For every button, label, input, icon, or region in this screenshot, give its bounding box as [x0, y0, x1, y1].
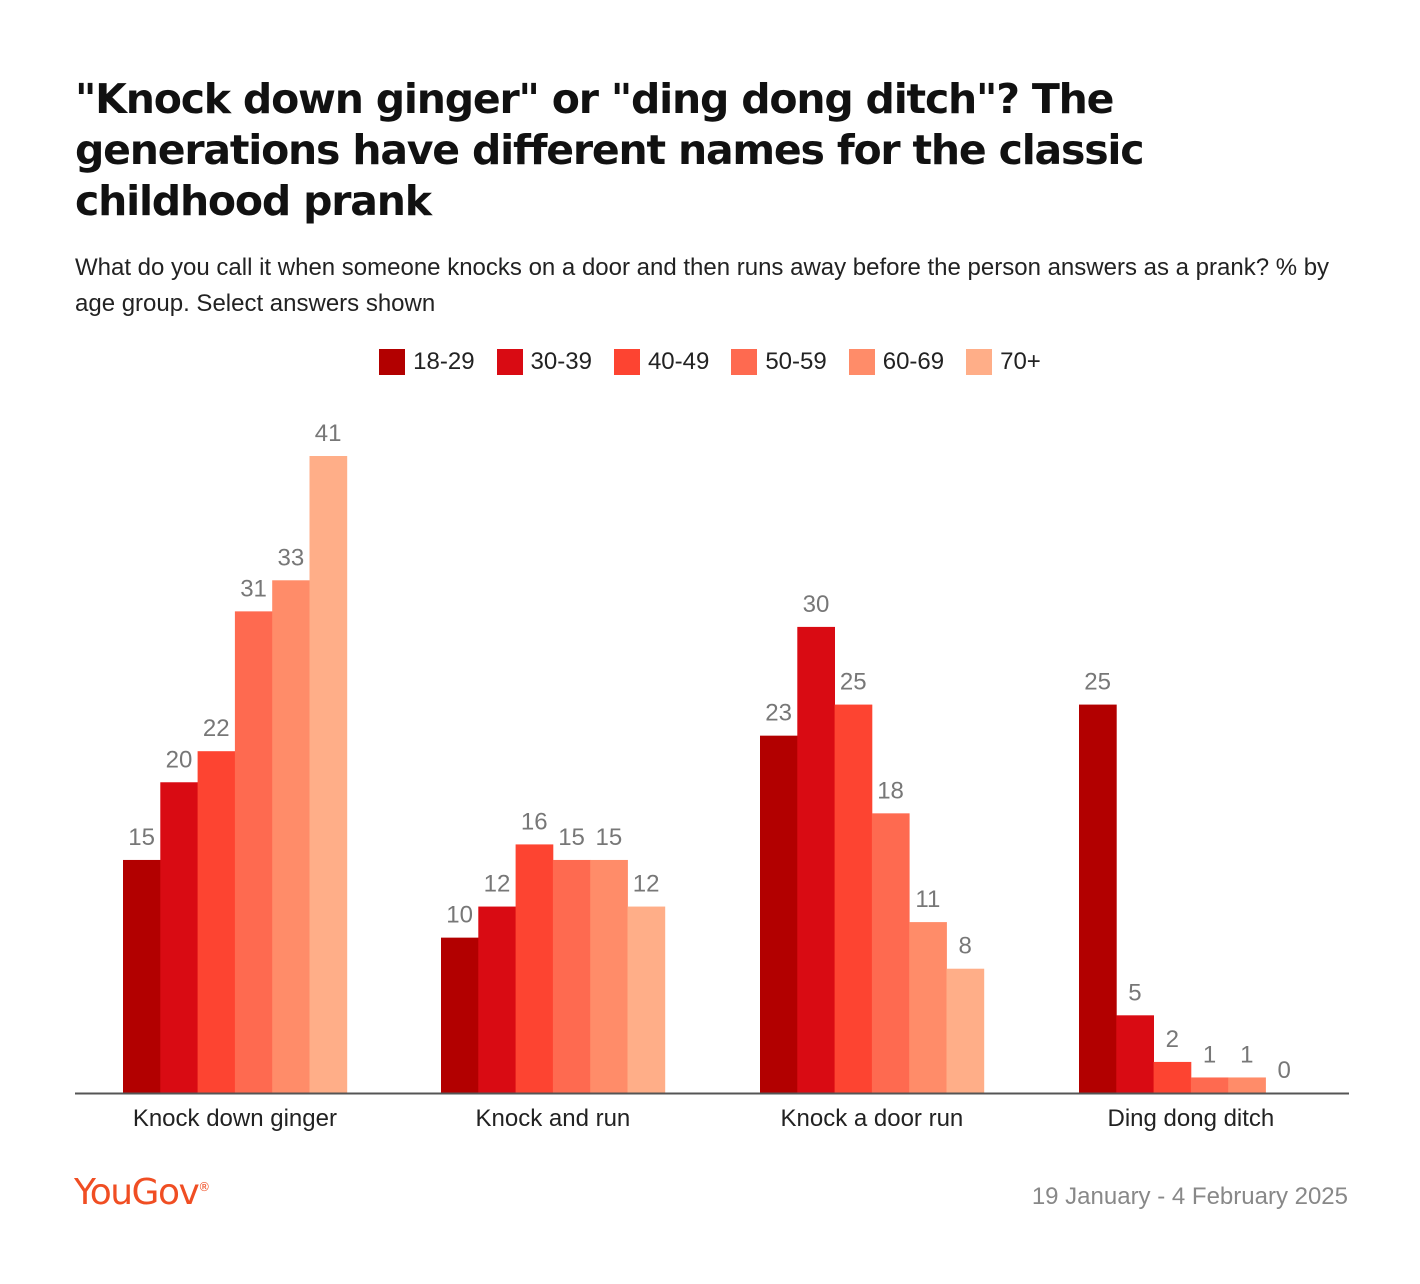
- legend-label: 50-59: [765, 348, 827, 375]
- data-label: 25: [1084, 669, 1111, 696]
- data-label: 15: [595, 824, 622, 851]
- bar-18-29-2: [760, 735, 798, 1093]
- bar-50-59-1: [552, 859, 591, 1093]
- data-label: 15: [558, 824, 585, 851]
- yougov-logo: YouGov®: [74, 1172, 210, 1213]
- data-label: 15: [128, 824, 155, 851]
- data-label: 23: [765, 700, 792, 727]
- bar-50-59-0: [234, 611, 273, 1093]
- bar-40-49-3: [1153, 1061, 1192, 1093]
- bar-60-69-2: [909, 922, 947, 1093]
- bar-30-39-1: [478, 906, 516, 1093]
- data-label: 1: [1203, 1041, 1216, 1068]
- bar-30-39-2: [797, 626, 835, 1093]
- data-label: 5: [1128, 979, 1141, 1006]
- chart-subtitle: What do you call it when someone knocks …: [75, 254, 1330, 317]
- category-label: Knock and run: [476, 1105, 631, 1132]
- category-label: Knock down ginger: [133, 1105, 337, 1132]
- chart-title: "Knock down ginger" or "ding dong ditch"…: [75, 75, 1145, 225]
- legend: 18-29 30-39 40-49 50-59 60-69 70+: [0, 345, 1420, 379]
- data-label: 8: [958, 933, 971, 960]
- data-label: 16: [521, 808, 548, 835]
- data-label: 18: [877, 777, 904, 804]
- legend-swatch: [613, 349, 640, 375]
- bar-60-69-1: [590, 859, 628, 1093]
- legend-swatch: [966, 349, 993, 375]
- bar-70plus-0: [309, 456, 348, 1093]
- bar-30-39-0: [160, 782, 198, 1093]
- bar-18-29-3: [1079, 704, 1117, 1093]
- legend-item-40-49: 40-49: [613, 345, 710, 379]
- bar-50-59-3: [1190, 1077, 1229, 1093]
- logo-text: YouGov: [74, 1172, 200, 1213]
- legend-item-30-39: 30-39: [496, 345, 592, 379]
- bar-40-49-1: [515, 844, 554, 1093]
- legend-swatch: [731, 349, 758, 375]
- legend-item-50-59: 50-59: [731, 345, 827, 379]
- data-label: 33: [277, 544, 304, 571]
- bar-70plus-2: [946, 968, 985, 1093]
- data-label: 2: [1166, 1026, 1179, 1053]
- legend-label: 40-49: [647, 348, 710, 375]
- data-label: 22: [203, 715, 230, 742]
- data-label: 12: [484, 871, 511, 898]
- data-label: 1: [1240, 1041, 1253, 1068]
- legend-swatch: [496, 349, 523, 375]
- data-label: 10: [446, 902, 473, 929]
- bar-30-39-3: [1116, 1015, 1154, 1093]
- bar-40-49-0: [197, 751, 236, 1093]
- data-label: 41: [315, 420, 342, 447]
- logo-registered-mark: ®: [198, 1180, 211, 1194]
- data-label: 31: [240, 575, 267, 602]
- category-label: Ding dong ditch: [1108, 1105, 1275, 1132]
- date-range: 19 January - 4 February 2025: [1031, 1183, 1348, 1210]
- bar-60-69-3: [1228, 1077, 1266, 1093]
- category-label: Knock a door run: [781, 1105, 964, 1132]
- legend-item-60-69: 60-69: [848, 345, 945, 379]
- data-label: 25: [840, 669, 867, 696]
- bar-40-49-2: [834, 704, 873, 1093]
- legend-swatch: [848, 349, 875, 375]
- legend-swatch: [379, 349, 406, 375]
- bar-70plus-1: [627, 906, 666, 1093]
- legend-item-70plus: 70+: [966, 345, 1041, 379]
- data-label: 20: [166, 746, 193, 773]
- legend-label: 70+: [1000, 348, 1041, 375]
- bar-60-69-0: [272, 580, 310, 1093]
- bar-18-29-0: [123, 859, 161, 1093]
- legend-label: 18-29: [413, 348, 475, 375]
- legend-label: 60-69: [882, 348, 945, 375]
- legend-item-18-29: 18-29: [379, 345, 475, 379]
- data-label: 0: [1277, 1057, 1290, 1084]
- data-label: 12: [633, 871, 660, 898]
- data-label: 30: [803, 591, 830, 618]
- bar-18-29-1: [441, 937, 479, 1093]
- legend-label: 30-39: [530, 348, 592, 375]
- bar-50-59-2: [871, 813, 910, 1093]
- data-label: 11: [915, 886, 940, 913]
